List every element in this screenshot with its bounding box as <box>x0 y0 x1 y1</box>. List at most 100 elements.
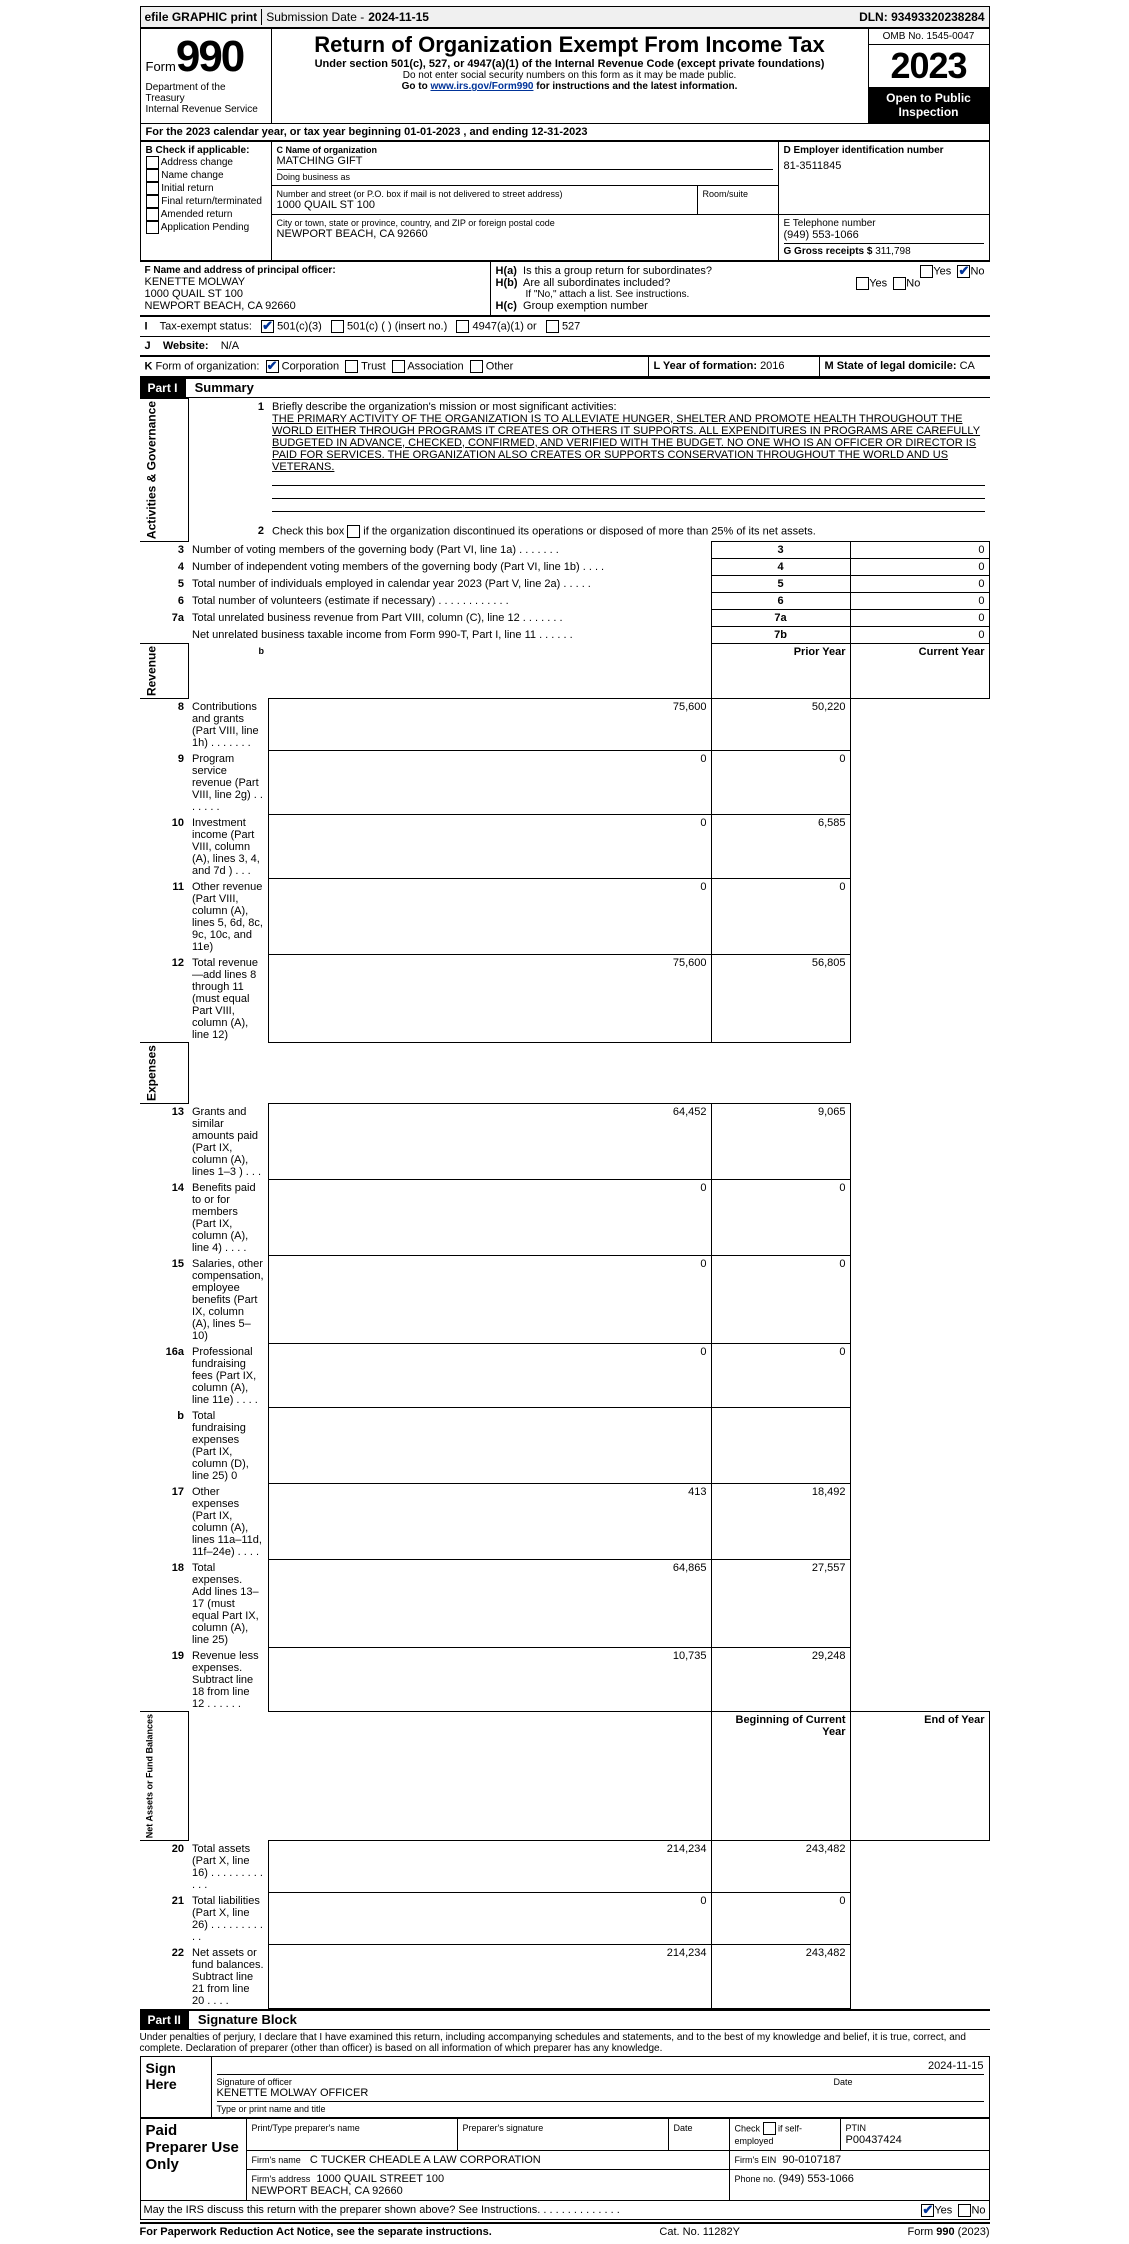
b-checkbox[interactable] <box>146 182 159 195</box>
firm-name: C TUCKER CHEADLE A LAW CORPORATION <box>310 2154 541 2166</box>
l-label: L Year of formation: <box>654 360 761 372</box>
prep-date-label: Date <box>674 2123 693 2133</box>
ein-value: 81-3511845 <box>784 156 984 176</box>
footer-left: For Paperwork Reduction Act Notice, see … <box>140 2226 492 2238</box>
b-checkbox[interactable] <box>146 156 159 169</box>
firm-name-label: Firm's name <box>252 2155 301 2165</box>
line-a: For the 2023 calendar year, or tax year … <box>140 124 990 141</box>
phone-value: (949) 553-1066 <box>784 229 984 241</box>
j-label: Website: <box>163 340 209 352</box>
website-value: N/A <box>221 340 239 352</box>
l1-label: Briefly describe the organization's miss… <box>272 401 616 413</box>
self-emp-checkbox[interactable] <box>763 2122 776 2135</box>
discuss-no-checkbox[interactable] <box>958 2204 971 2217</box>
submission-label: Submission Date - <box>266 10 364 24</box>
b-checkbox[interactable] <box>146 169 159 182</box>
part1-title: Summary <box>189 378 260 397</box>
submission-date: 2024-11-15 <box>368 10 429 24</box>
part1-table: Activities & Governance 1 Briefly descri… <box>140 398 990 2009</box>
f-officer-label: F Name and address of principal officer: <box>145 265 485 276</box>
m-value: CA <box>960 360 975 372</box>
i-4947-checkbox[interactable] <box>456 320 469 333</box>
ha-yes-checkbox[interactable] <box>920 265 933 278</box>
e-phone-label: E Telephone number <box>784 218 984 229</box>
officer-signature: KENETTE MOLWAY OFFICER <box>217 2087 984 2099</box>
sign-here-label: Sign Here <box>146 2060 206 2092</box>
k-label: Form of organization: <box>156 360 260 372</box>
col-prior: Prior Year <box>711 644 850 699</box>
city-value: NEWPORT BEACH, CA 92660 <box>277 228 773 240</box>
discuss-yes-checkbox[interactable] <box>921 2204 934 2217</box>
sig-date-label: Date <box>834 2077 984 2087</box>
form-label: Form <box>146 59 176 74</box>
dept-line1: Department of the Treasury <box>146 82 266 104</box>
k-assoc-checkbox[interactable] <box>392 360 405 373</box>
part2-title: Signature Block <box>192 2010 303 2029</box>
i-label: Tax-exempt status: <box>160 320 252 332</box>
goto-post: for instructions and the latest informat… <box>533 81 737 92</box>
m-label: M State of legal domicile: <box>825 360 960 372</box>
i-501c-checkbox[interactable] <box>331 320 344 333</box>
i-527-checkbox[interactable] <box>546 320 559 333</box>
officer-name: KENETTE MOLWAY <box>145 276 485 288</box>
firm-addr-label: Firm's address <box>252 2174 311 2184</box>
footer-mid: Cat. No. 11282Y <box>659 2226 740 2238</box>
officer-addr1: 1000 QUAIL ST 100 <box>145 288 485 300</box>
firm-phone-label: Phone no. <box>735 2174 776 2184</box>
hb-note: If "No," attach a list. See instructions… <box>496 289 985 300</box>
part2-header: Part II <box>140 2011 189 2029</box>
room-label: Room/suite <box>703 189 773 199</box>
k-trust-checkbox[interactable] <box>345 360 358 373</box>
firm-ein: 90-0107187 <box>782 2154 841 2166</box>
k-other-checkbox[interactable] <box>470 360 483 373</box>
i-501c3-checkbox[interactable] <box>261 320 274 333</box>
hc-label: Group exemption number <box>523 300 648 312</box>
hb-no-checkbox[interactable] <box>893 277 906 290</box>
g-receipts-label: G Gross receipts $ <box>784 246 876 257</box>
officer-addr2: NEWPORT BEACH, CA 92660 <box>145 300 485 312</box>
sig-name-label: Type or print name and title <box>217 2104 984 2114</box>
hb-yes-checkbox[interactable] <box>856 277 869 290</box>
sig-officer-label: Signature of officer <box>217 2077 834 2087</box>
l2-checkbox[interactable] <box>347 525 360 538</box>
ha-no-checkbox[interactable] <box>957 265 970 278</box>
vcat-ag: Activities & Governance <box>140 399 189 542</box>
declaration-text: Under penalties of perjury, I declare th… <box>140 2030 990 2056</box>
ptin-label: PTIN <box>846 2123 867 2133</box>
b-checkbox[interactable] <box>146 195 159 208</box>
dba-label: Doing business as <box>277 172 773 182</box>
paid-preparer-label: Paid Preparer Use Only <box>146 2122 241 2173</box>
ptin-value: P00437424 <box>846 2134 902 2146</box>
vcat-na: Net Assets or Fund Balances <box>140 1712 189 1841</box>
ha-label: Is this a group return for subordinates? <box>523 265 712 277</box>
city-label: City or town, state or province, country… <box>277 218 773 228</box>
hb-label: Are all subordinates included? <box>523 277 670 289</box>
irs-link[interactable]: www.irs.gov/Form990 <box>430 81 533 92</box>
may-irs-text: May the IRS discuss this return with the… <box>144 2204 620 2216</box>
col-beg: Beginning of Current Year <box>711 1712 850 1841</box>
firm-phone: (949) 553-1066 <box>779 2173 854 2185</box>
street-value: 1000 QUAIL ST 100 <box>277 199 692 211</box>
inspection-label: Open to Public Inspection <box>869 87 989 123</box>
c-name-label: C Name of organization <box>277 145 773 155</box>
form-number: 990 <box>176 32 243 81</box>
efile-label: efile GRAPHIC print <box>145 10 258 24</box>
dln-value: 93493320238284 <box>891 10 984 24</box>
footer-right: Form 990 (2023) <box>908 2226 990 2238</box>
omb-number: OMB No. 1545-0047 <box>869 29 989 45</box>
firm-ein-label: Firm's EIN <box>735 2155 777 2165</box>
k-corp-checkbox[interactable] <box>266 360 279 373</box>
form-title: Return of Organization Exempt From Incom… <box>277 32 863 58</box>
part1-header: Part I <box>140 379 186 397</box>
b-checkbox[interactable] <box>146 208 159 221</box>
top-bar: efile GRAPHIC print Submission Date - 20… <box>140 6 990 28</box>
b-checkbox[interactable] <box>146 221 159 234</box>
prep-name-label: Print/Type preparer's name <box>252 2123 360 2133</box>
form-subtitle: Under section 501(c), 527, or 4947(a)(1)… <box>277 58 863 70</box>
col-end: End of Year <box>850 1712 989 1841</box>
street-label: Number and street (or P.O. box if mail i… <box>277 189 692 199</box>
g-receipts-value: 311,798 <box>875 246 910 257</box>
l-value: 2016 <box>760 360 784 372</box>
form-note1: Do not enter social security numbers on … <box>277 70 863 81</box>
org-name: MATCHING GIFT <box>277 155 773 167</box>
